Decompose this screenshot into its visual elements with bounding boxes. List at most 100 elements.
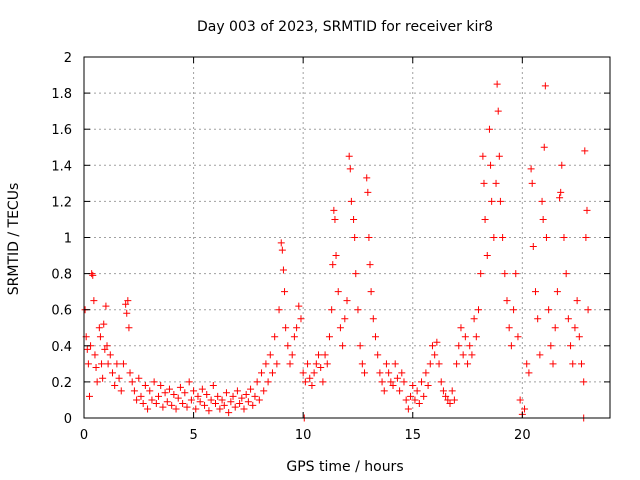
data-point [196, 398, 204, 406]
data-point [385, 369, 393, 377]
data-point [119, 360, 127, 368]
x-tick-label: 15 [404, 428, 421, 443]
data-point [225, 409, 233, 417]
data-point [415, 400, 423, 408]
data-point [207, 396, 215, 404]
data-point [334, 288, 342, 296]
data-point [146, 387, 154, 395]
data-point [308, 382, 316, 390]
data-point [203, 391, 211, 399]
data-point [435, 360, 443, 368]
data-point [382, 360, 390, 368]
data-point [487, 161, 495, 169]
data-point [216, 405, 224, 413]
data-point [295, 302, 303, 310]
data-point [512, 270, 520, 278]
data-point [99, 374, 107, 382]
data-point [475, 306, 482, 314]
data-point [562, 270, 570, 278]
data-point [396, 387, 404, 395]
data-point [218, 396, 226, 404]
data-point [528, 179, 536, 187]
data-point [92, 363, 100, 371]
data-point [424, 382, 432, 390]
data-point [464, 360, 472, 368]
data-point [336, 324, 344, 332]
data-point [437, 378, 445, 386]
data-point [198, 385, 206, 393]
data-point [279, 266, 287, 274]
data-point [83, 345, 91, 353]
data-point [125, 324, 133, 332]
data-point [539, 215, 547, 223]
data-point [407, 392, 415, 400]
chart-title: Day 003 of 2023, SRMTID for receiver kir… [197, 19, 493, 35]
data-point [510, 306, 518, 314]
data-point [123, 309, 131, 317]
data-point [339, 342, 347, 350]
data-point [422, 369, 430, 377]
data-point [398, 369, 406, 377]
data-point [346, 165, 354, 173]
data-point [569, 360, 577, 368]
data-point [91, 351, 99, 359]
data-point [85, 392, 93, 400]
data-point [284, 342, 292, 350]
data-point [304, 360, 312, 368]
data-point [521, 405, 529, 413]
data-point [255, 396, 263, 404]
data-point [374, 351, 382, 359]
data-point [209, 382, 217, 390]
data-point [347, 197, 355, 205]
data-point [319, 378, 327, 386]
data-point [428, 342, 436, 350]
data-point [389, 382, 397, 390]
data-points [81, 80, 592, 422]
data-point [400, 378, 408, 386]
data-point [170, 391, 178, 399]
data-point [354, 306, 362, 314]
data-point [439, 387, 447, 395]
data-point [583, 206, 591, 214]
data-point [580, 378, 588, 386]
data-point [516, 396, 524, 404]
data-point [575, 333, 583, 341]
data-point [553, 288, 561, 296]
data-point [387, 378, 395, 386]
data-point [201, 401, 209, 409]
data-point [282, 324, 290, 332]
data-point [266, 351, 274, 359]
data-point [159, 403, 167, 411]
data-point [356, 342, 364, 350]
data-point [433, 338, 441, 346]
data-point [288, 351, 296, 359]
data-point [450, 396, 458, 404]
data-point [133, 396, 141, 404]
data-point [157, 382, 165, 390]
data-point [431, 351, 439, 359]
data-point [402, 396, 410, 404]
data-point [361, 369, 369, 377]
data-point [253, 378, 261, 386]
data-point [84, 360, 92, 368]
data-point [150, 378, 158, 386]
data-point [461, 333, 469, 341]
data-point [165, 385, 173, 393]
data-point [144, 405, 152, 413]
data-point [413, 387, 421, 395]
data-point [179, 400, 187, 408]
data-point [321, 351, 329, 359]
data-point [281, 288, 289, 296]
data-point [531, 288, 539, 296]
data-point [459, 351, 467, 359]
data-point [490, 234, 498, 241]
data-point [472, 333, 480, 341]
data-point [366, 261, 374, 269]
data-point [391, 360, 399, 368]
y-tick-label: 0 [64, 412, 72, 427]
x-tick-label: 10 [295, 428, 312, 443]
data-point [376, 369, 384, 377]
data-point [187, 396, 195, 404]
data-point [578, 360, 586, 368]
data-point [323, 360, 331, 368]
